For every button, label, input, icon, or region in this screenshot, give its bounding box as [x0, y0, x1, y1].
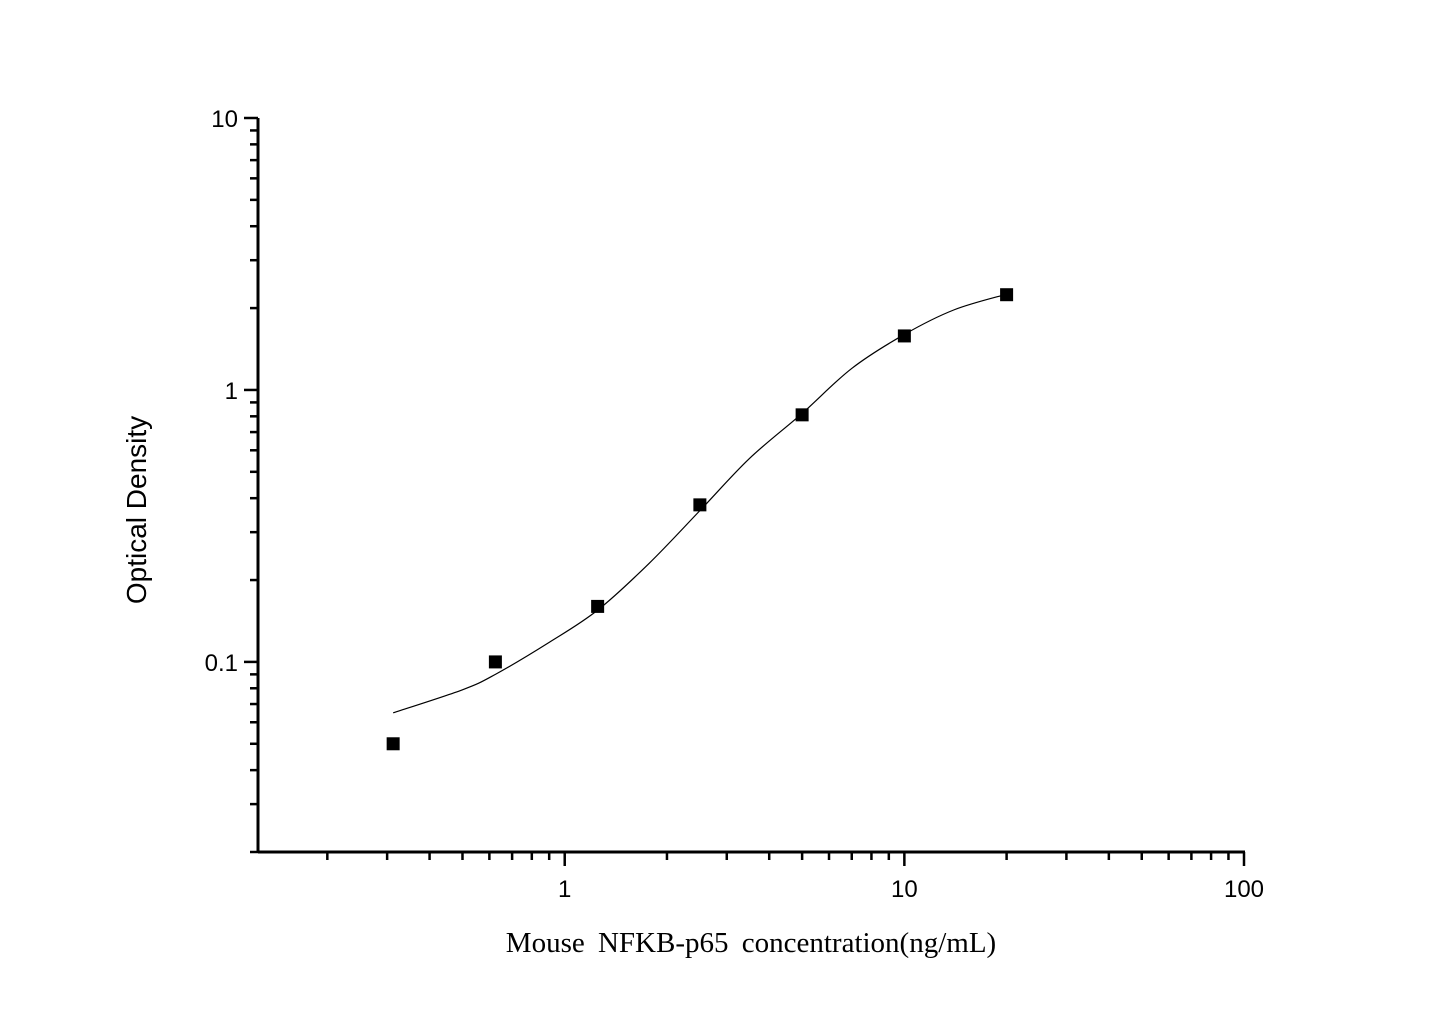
y-tick-label: 10 — [211, 106, 238, 133]
data-point — [897, 329, 911, 343]
x-tick-label: 1 — [558, 876, 571, 903]
data-point — [591, 599, 605, 613]
data-point — [693, 498, 707, 512]
data-point — [386, 737, 400, 751]
x-axis-label: Mouse NFKB-p65 concentration(ng/mL) — [506, 927, 996, 959]
data-point — [1000, 288, 1014, 302]
data-point — [488, 655, 502, 669]
y-tick-label: 1 — [225, 378, 238, 405]
y-tick-label: 0.1 — [205, 650, 238, 677]
x-tick-label: 10 — [891, 876, 918, 903]
x-tick-label: 100 — [1224, 876, 1264, 903]
data-point — [795, 408, 809, 422]
y-axis-label: Optical Density — [121, 416, 152, 604]
